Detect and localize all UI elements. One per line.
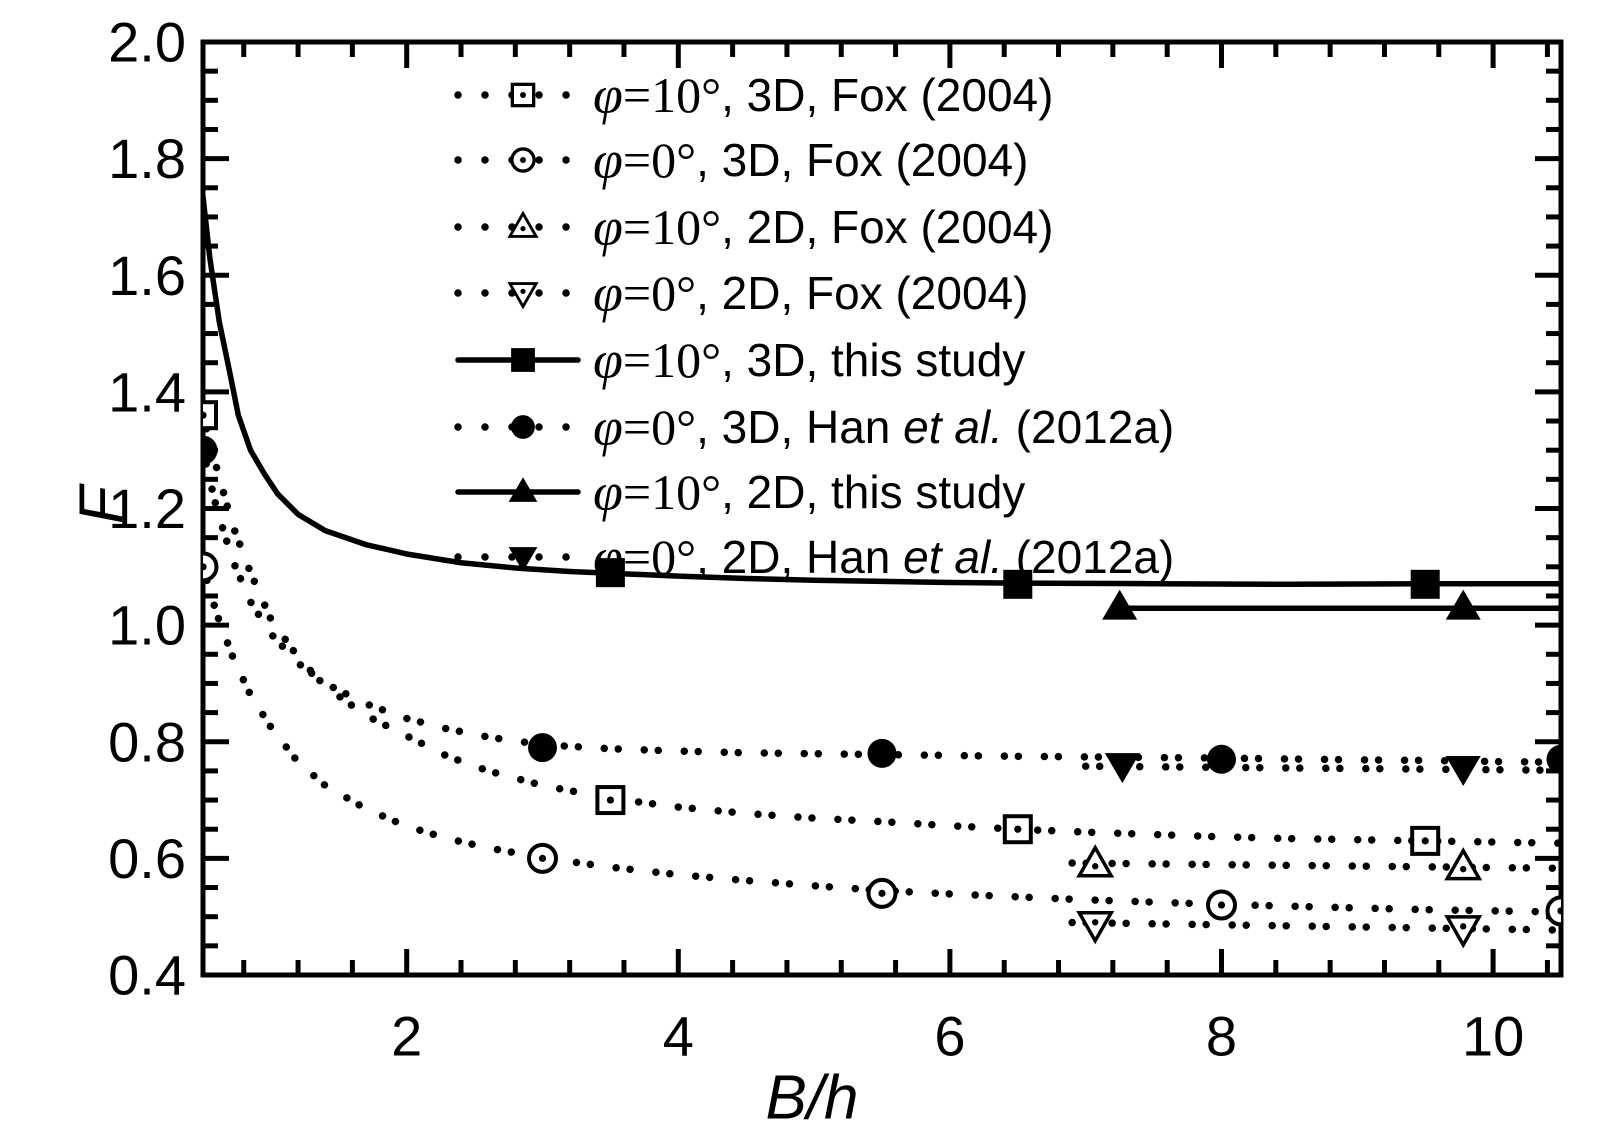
legend-item-han2012a-2d-phi0: φ=0°, 2D, Han et al. (2012a) xyxy=(454,527,1174,587)
fox2004-3d-phi0-line xyxy=(203,563,1561,916)
triangle-down-open-marker xyxy=(507,282,539,310)
triangle-down-filled-marker xyxy=(1104,753,1140,784)
circle-filled-marker xyxy=(1546,744,1561,774)
y-tick-label: 1.8 xyxy=(108,127,186,190)
x-tick-label: 4 xyxy=(663,1005,694,1068)
circle-filled-marker xyxy=(528,733,557,763)
legend-item-this-study-2d-phi10: φ=10°, 2D, this study xyxy=(455,462,1025,522)
axis-ticks xyxy=(203,42,1561,975)
legend-label: φ=0°, 3D, Han et al. (2012a) xyxy=(593,397,1174,457)
legend-item-han2012a-3d-phi0: φ=0°, 3D, Han et al. (2012a) xyxy=(454,397,1174,457)
legend-item-fox2004-2d-phi10: φ=10°, 2D, Fox (2004) xyxy=(454,197,1053,257)
triangle-up-open-marker xyxy=(507,210,539,238)
legend-label: φ=0°, 3D, Fox (2004) xyxy=(593,130,1028,190)
square-filled-marker xyxy=(1003,569,1033,599)
series-han2012a-3d-phi0 xyxy=(203,435,1561,774)
series-fox2004-2d-phi0 xyxy=(1068,911,1561,949)
square-open-marker xyxy=(510,82,536,108)
fox2004-2d-phi0-line xyxy=(1068,918,1561,934)
square-filled-marker xyxy=(1410,569,1440,599)
x-tick-label: 6 xyxy=(934,1005,965,1068)
tick-labels: 2 4 6 8 10 0.4 0.6 0.8 1.0 1.2 1.4 1.6 1.8 2.0 xyxy=(108,11,1524,1068)
triangle-down-open-marker xyxy=(1444,915,1483,949)
square-open-marker xyxy=(595,785,626,816)
y-tick-label: 1.2 xyxy=(108,477,186,540)
y-tick-label: 1.4 xyxy=(108,360,186,423)
series-han2012a-2d-phi0 xyxy=(1081,753,1561,786)
circle-open-marker xyxy=(203,551,219,583)
y-tick-label: 1.0 xyxy=(108,594,186,657)
x-tick-label: 2 xyxy=(391,1005,422,1068)
circle-filled-marker xyxy=(203,435,218,465)
triangle-up-filled-marker xyxy=(1445,589,1481,620)
square-filled-marker xyxy=(511,348,535,372)
plot-area: 2 4 6 8 10 0.4 0.6 0.8 1.0 1.2 1.4 1.6 1.8 2.0 φ=10°, … xyxy=(108,11,1564,1068)
triangle-down-filled-marker xyxy=(508,547,538,572)
circle-filled-marker xyxy=(1207,744,1236,774)
legend-label: φ=10°, 2D, this study xyxy=(593,462,1025,522)
series-layer xyxy=(203,193,1561,949)
han2012a-2d-phi0-line xyxy=(1081,762,1561,775)
circle-open-marker xyxy=(527,842,558,874)
series-fox2004-3d-phi10 xyxy=(203,400,1561,856)
y-tick-label: 1.6 xyxy=(108,244,186,307)
y-axis-title: F xyxy=(68,483,137,524)
fox2004-2d-phi10-line xyxy=(1068,859,1561,873)
y-tick-label: 2.0 xyxy=(108,11,186,74)
circle-open-marker xyxy=(866,877,898,909)
fox2004-3d-phi10-line xyxy=(203,411,1561,847)
square-open-marker xyxy=(203,400,218,431)
square-filled-marker xyxy=(595,558,625,588)
triangle-up-open-marker xyxy=(1076,844,1115,878)
y-tick-label: 0.6 xyxy=(108,827,186,890)
triangle-up-open-marker xyxy=(1444,847,1483,881)
legend-label: φ=10°, 3D, this study xyxy=(593,330,1025,390)
triangle-down-filled-marker xyxy=(1445,755,1481,786)
x-tick-label: 8 xyxy=(1206,1005,1237,1068)
x-tick-label: 10 xyxy=(1462,1005,1524,1068)
square-open-marker xyxy=(1002,814,1033,845)
legend-label: φ=10°, 2D, Fox (2004) xyxy=(593,197,1053,257)
series-this-study-3d-phi10 xyxy=(203,193,1561,599)
y-tick-label: 0.4 xyxy=(108,944,186,1007)
triangle-up-filled-marker xyxy=(1102,589,1138,620)
legend-item-fox2004-2d-phi0: φ=0°, 2D, Fox (2004) xyxy=(454,263,1028,323)
legend-item-fox2004-3d-phi0: φ=0°, 3D, Fox (2004) xyxy=(454,130,1028,190)
triangle-up-filled-marker xyxy=(508,477,538,502)
circle-filled-marker xyxy=(511,415,535,439)
circle-open-marker xyxy=(1545,895,1561,927)
legend-item-fox2004-3d-phi10: φ=10°, 3D, Fox (2004) xyxy=(454,65,1053,125)
legend-label: φ=0°, 2D, Han et al. (2012a) xyxy=(593,527,1174,587)
circle-open-marker xyxy=(1206,889,1237,921)
triangle-down-open-marker xyxy=(1076,911,1115,945)
y-tick-label: 0.8 xyxy=(108,710,186,773)
x-axis-title: B/h xyxy=(765,1064,858,1133)
legend: φ=10°, 3D, Fox (2004)φ=0°, 3D, Fox (2004… xyxy=(454,65,1174,587)
circle-filled-marker xyxy=(867,738,897,768)
legend-label: φ=10°, 3D, Fox (2004) xyxy=(593,65,1053,125)
series-fox2004-3d-phi0 xyxy=(203,551,1561,927)
square-open-marker xyxy=(1410,825,1441,856)
this-study-3d-phi10-line xyxy=(203,193,1561,588)
circle-open-marker xyxy=(510,147,536,173)
legend-item-this-study-3d-phi10: φ=10°, 3D, this study xyxy=(455,330,1025,390)
legend-label: φ=0°, 2D, Fox (2004) xyxy=(593,263,1028,323)
series-fox2004-2d-phi10 xyxy=(1068,844,1561,881)
series-this-study-2d-phi10 xyxy=(1102,589,1561,620)
